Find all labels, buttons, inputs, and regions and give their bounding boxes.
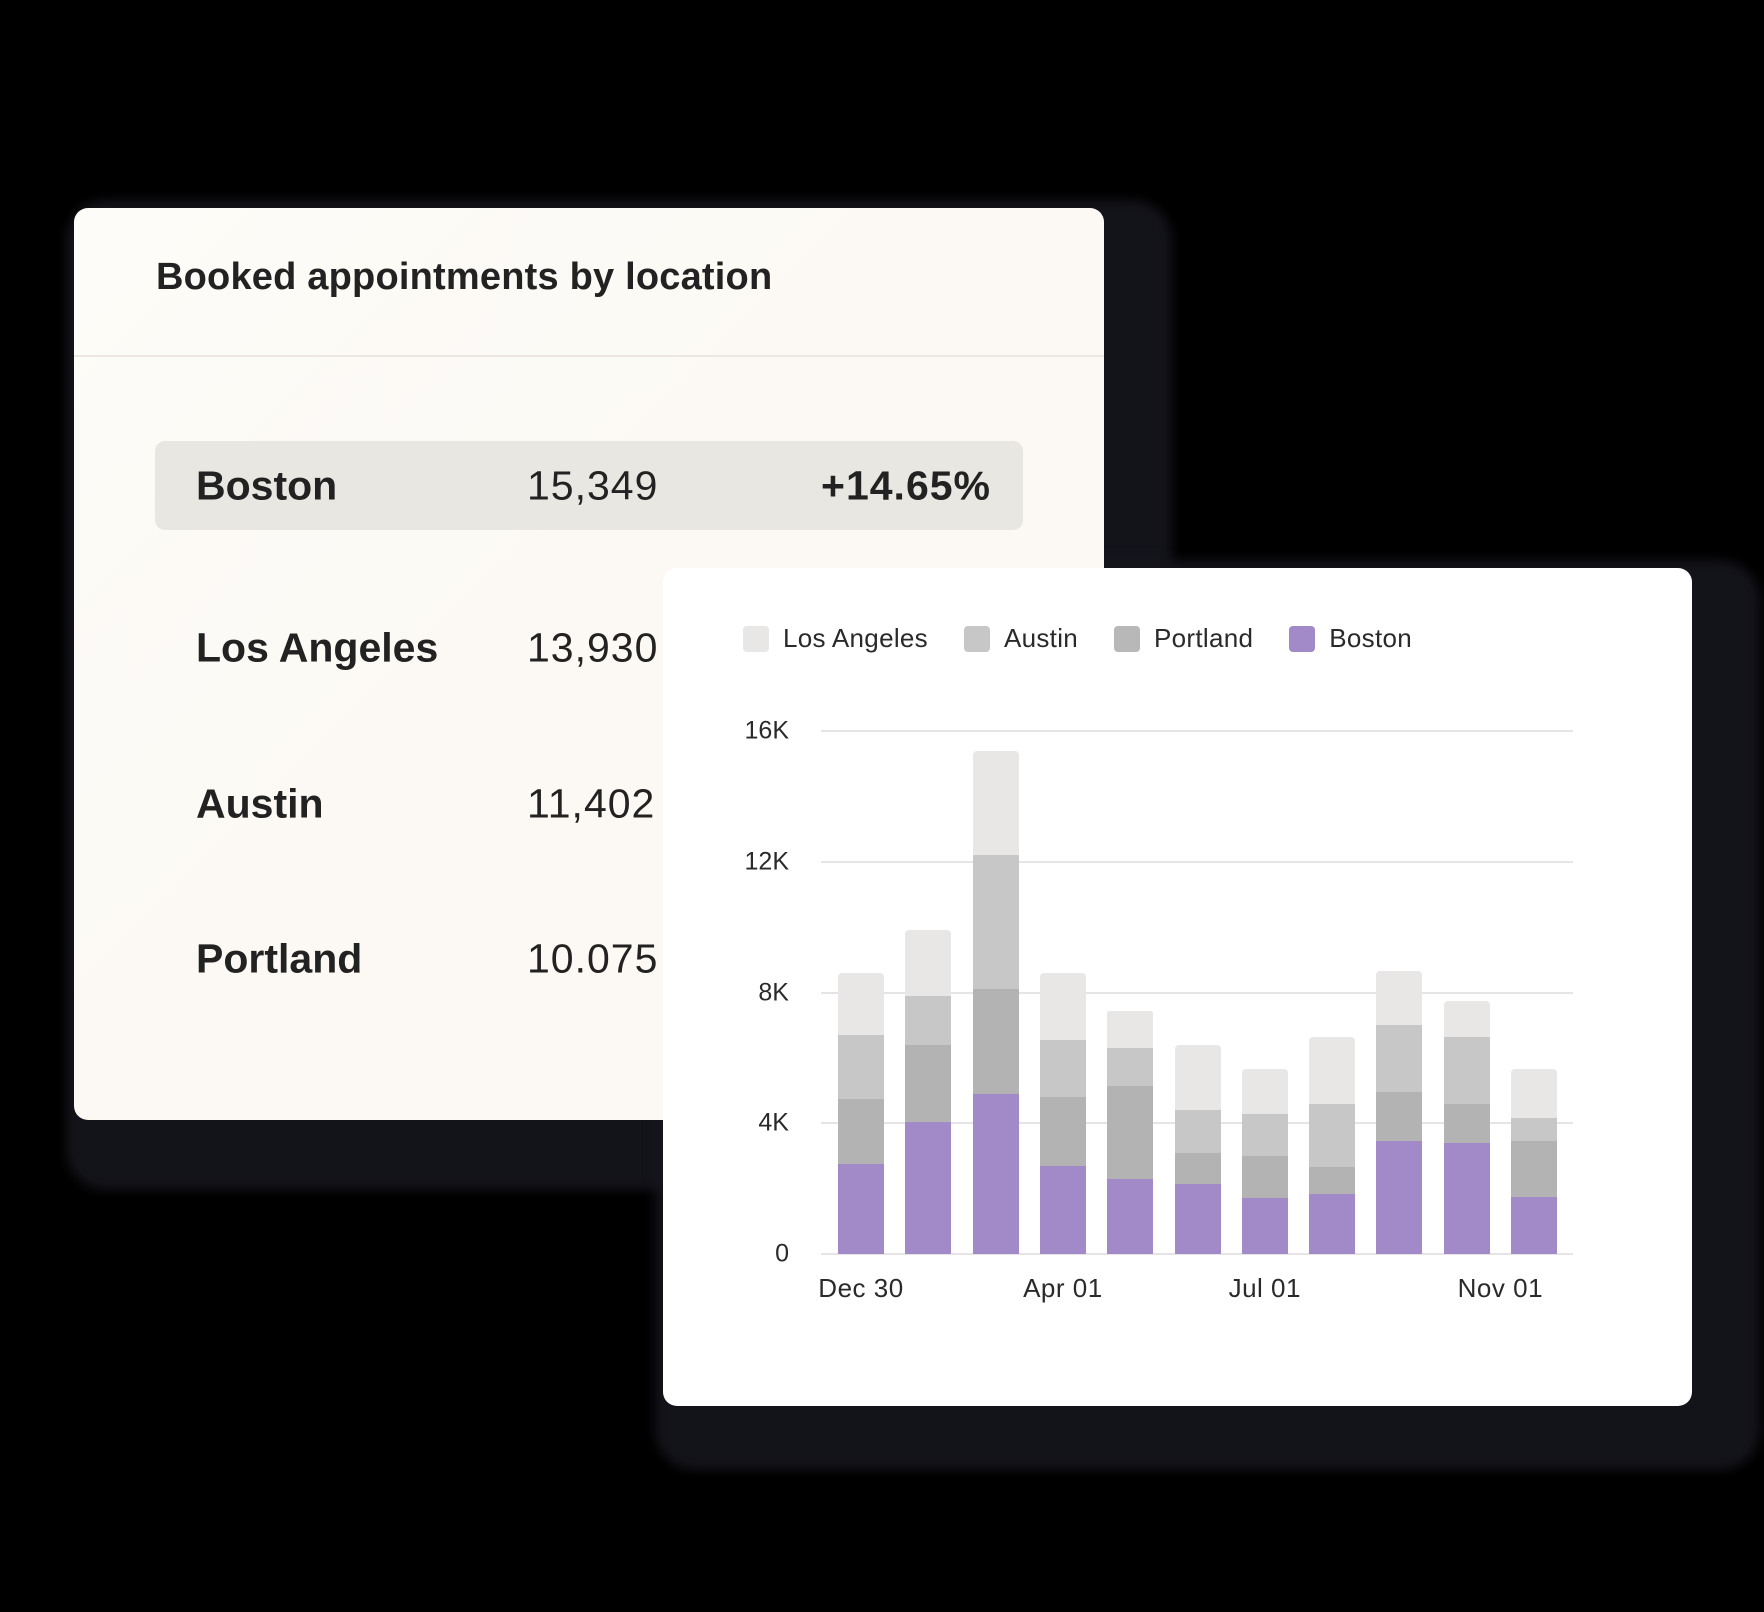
- bar-segment-austin: [1309, 1103, 1356, 1168]
- x-axis-tick-label: Jul 01: [1228, 1273, 1301, 1303]
- bar-segment-austin: [1039, 1039, 1086, 1098]
- bar-segment-boston: [972, 1093, 1019, 1254]
- legend-label: Boston: [1329, 623, 1413, 653]
- appointment-count: 13,930: [527, 624, 659, 670]
- legend-label: Portland: [1154, 623, 1254, 653]
- appointment-count: 11,402: [527, 780, 656, 826]
- stacked-bar[interactable]: [1443, 1000, 1490, 1254]
- location-name: Boston: [196, 462, 338, 508]
- bar-segment-portland: [905, 1044, 952, 1122]
- bar-segment-portland: [838, 1098, 884, 1165]
- bar-segment-los-angeles: [1241, 1069, 1288, 1115]
- bar-segment-boston: [1107, 1178, 1154, 1254]
- bar-segment-portland: [1107, 1085, 1154, 1179]
- y-axis-tick-label: 12K: [744, 847, 789, 876]
- location-row-austin[interactable]: Austin 11,402: [155, 759, 1023, 848]
- stacked-bar[interactable]: [1107, 1010, 1154, 1254]
- bar-segment-austin: [1376, 1025, 1423, 1093]
- gridline: [821, 1253, 1573, 1255]
- stacked-bar[interactable]: [1174, 1044, 1221, 1254]
- bar-segment-los-angeles: [1107, 1010, 1154, 1049]
- bar-segment-austin: [1511, 1118, 1557, 1142]
- bar-segment-portland: [972, 989, 1019, 1094]
- bar-segment-portland: [1174, 1152, 1221, 1184]
- appointment-count: 15,349: [527, 462, 659, 508]
- stacked-bar[interactable]: [1511, 1069, 1557, 1254]
- bar-segment-boston: [1039, 1165, 1086, 1254]
- location-row-boston[interactable]: Boston 15,349 +14.65%: [155, 441, 1023, 530]
- bar-segment-austin: [972, 855, 1019, 990]
- bar-segment-portland: [1443, 1103, 1490, 1143]
- swatch-icon: [1114, 625, 1141, 652]
- location-row-los-angeles[interactable]: Los Angeles 13,930: [155, 603, 1023, 692]
- location-row-portland[interactable]: Portland 10.075: [155, 914, 1023, 1003]
- bar-segment-portland: [1376, 1092, 1423, 1142]
- location-name: Los Angeles: [196, 624, 439, 670]
- y-axis-tick-label: 0: [775, 1239, 789, 1268]
- bar-segment-boston: [1309, 1193, 1356, 1254]
- legend-item-boston[interactable]: Boston: [1289, 623, 1412, 654]
- stacked-bar[interactable]: [972, 750, 1019, 1254]
- bar-segment-austin: [1241, 1114, 1288, 1156]
- card-title: Booked appointments by location: [156, 256, 773, 298]
- x-axis-tick-label: Apr 01: [1023, 1273, 1103, 1303]
- stacked-bar[interactable]: [1241, 1069, 1288, 1254]
- bar-segment-portland: [1241, 1155, 1288, 1199]
- legend-item-portland[interactable]: Portland: [1114, 623, 1253, 654]
- stacked-bar[interactable]: [1309, 1036, 1356, 1254]
- y-axis-tick-label: 4K: [758, 1108, 789, 1137]
- bar-segment-boston: [1511, 1196, 1557, 1254]
- bar-segment-boston: [1376, 1141, 1423, 1254]
- gridline: [821, 991, 1573, 994]
- bar-segment-boston: [1241, 1198, 1288, 1254]
- header-divider: [74, 355, 1104, 357]
- legend-label: Austin: [1003, 623, 1079, 653]
- bar-segment-los-angeles: [1511, 1069, 1557, 1119]
- swatch-icon: [1289, 625, 1316, 652]
- chart-legend: Los Angeles Austin Portland Boston: [743, 623, 1448, 654]
- stacked-bar[interactable]: [838, 972, 884, 1254]
- x-axis-tick-label: Dec 30: [818, 1273, 904, 1303]
- location-name: Portland: [196, 935, 363, 981]
- bar-segment-boston: [1443, 1142, 1490, 1254]
- bar-segment-austin: [838, 1035, 884, 1099]
- bar-segment-portland: [1039, 1097, 1086, 1166]
- bar-segment-los-angeles: [838, 972, 884, 1035]
- gridline: [821, 860, 1573, 863]
- bar-segment-los-angeles: [1039, 972, 1086, 1040]
- swatch-icon: [743, 625, 769, 652]
- legend-item-los-angeles[interactable]: Los Angeles: [743, 623, 928, 654]
- bar-segment-portland: [1511, 1141, 1557, 1197]
- bar-segment-los-angeles: [905, 930, 952, 996]
- bar-segment-boston: [838, 1164, 884, 1254]
- appointment-count: 10.075: [527, 935, 659, 981]
- bar-segment-los-angeles: [1174, 1044, 1221, 1111]
- plot-area: 0 4K 8K 12K 16K Dec 30 Apr 01 Jul 01 Nov 01: [745, 717, 1573, 1303]
- bar-segment-boston: [1174, 1183, 1221, 1254]
- bar-segment-austin: [905, 995, 952, 1045]
- bar-segment-los-angeles: [972, 750, 1019, 856]
- stacked-bar-chart-card: Los Angeles Austin Portland Boston 0 4K 8K…: [663, 568, 1692, 1406]
- legend-label: Los Angeles: [783, 623, 928, 653]
- bar-segment-portland: [1309, 1167, 1356, 1194]
- bar-segment-boston: [905, 1121, 952, 1254]
- bar-segment-austin: [1107, 1048, 1154, 1086]
- gridline: [821, 730, 1573, 732]
- y-axis-tick-label: 16K: [744, 716, 789, 745]
- percent-change: +14.65%: [821, 462, 991, 508]
- bar-segment-los-angeles: [1443, 1000, 1490, 1037]
- location-name: Austin: [196, 780, 324, 826]
- stacked-bar[interactable]: [905, 930, 952, 1254]
- bar-segment-austin: [1443, 1036, 1490, 1104]
- stacked-bar[interactable]: [1039, 972, 1086, 1254]
- bar-segment-austin: [1174, 1110, 1221, 1153]
- legend-item-austin[interactable]: Austin: [963, 623, 1079, 654]
- y-axis-tick-label: 8K: [758, 978, 789, 1006]
- x-axis-tick-label: Nov 01: [1457, 1273, 1544, 1303]
- bar-segment-los-angeles: [1376, 971, 1423, 1026]
- stacked-bar[interactable]: [1376, 971, 1423, 1254]
- bar-segment-los-angeles: [1309, 1036, 1356, 1104]
- swatch-icon: [963, 625, 990, 652]
